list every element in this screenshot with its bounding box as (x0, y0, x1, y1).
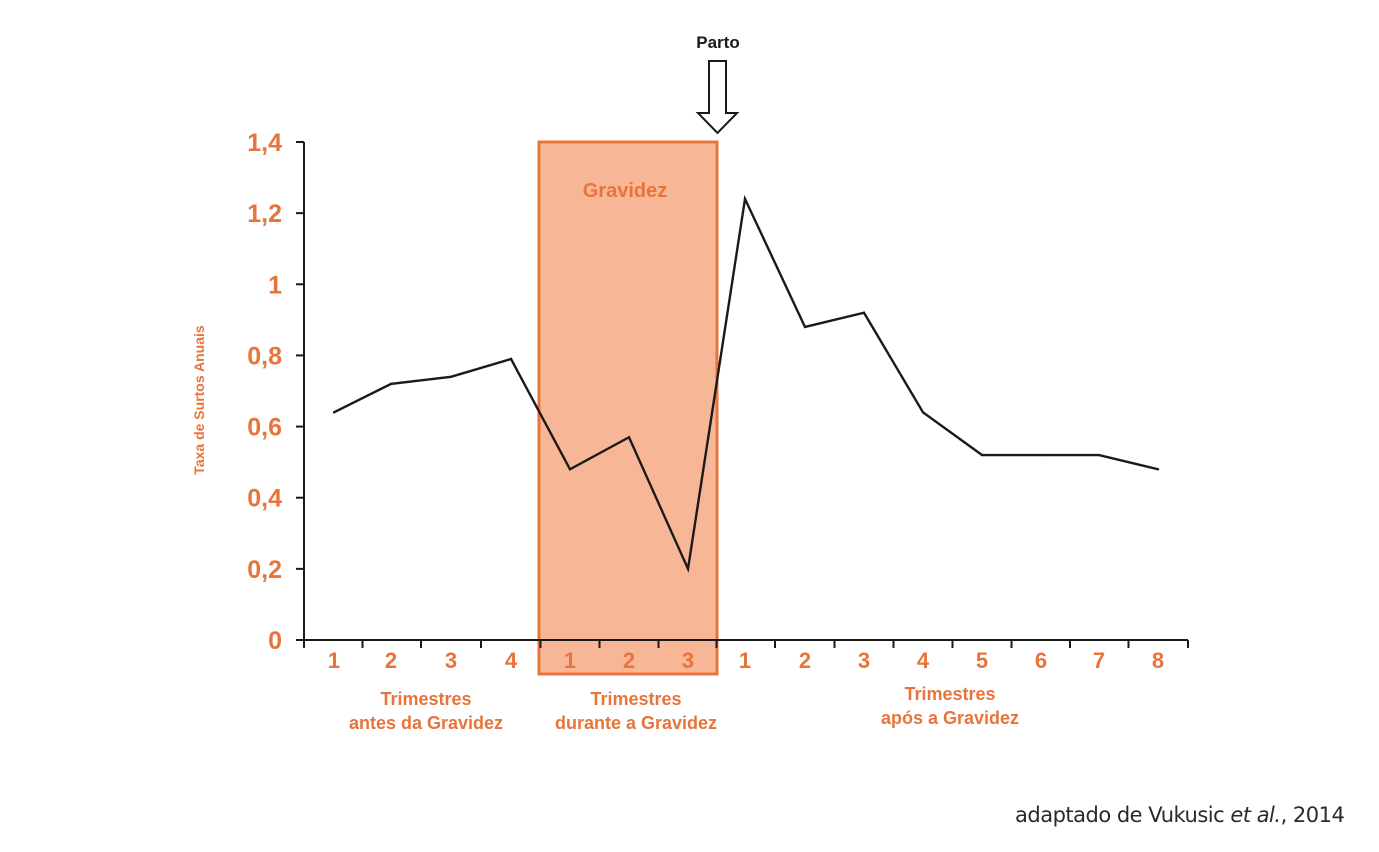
x-tick-label: 4 (505, 648, 518, 673)
series-points (332, 197, 1160, 571)
x-tick-label: 3 (682, 648, 694, 673)
source-etal: et al. (1230, 803, 1281, 827)
x-group-labels: Trimestres antes da Gravidez Trimestres dur… (349, 684, 1019, 733)
y-tick-label: 1,4 (247, 129, 282, 157)
x-tick-label: 1 (739, 648, 751, 673)
y-tick-label: 0 (268, 627, 282, 655)
series-point (686, 567, 690, 571)
series-point (980, 453, 984, 457)
pregnancy-box (537, 140, 719, 676)
series-point (743, 197, 747, 201)
group-label-line2: antes da Gravidez (349, 713, 503, 733)
x-tick-label: 4 (917, 648, 930, 673)
x-axis-ticks: 1 2 3 4 1 2 3 1 2 3 4 5 6 7 8 (303, 640, 1189, 673)
group-label-line2: após a Gravidez (881, 708, 1019, 728)
x-tick-label: 1 (328, 648, 340, 673)
x-tick-label: 2 (385, 648, 397, 673)
delivery-arrow-label: Parto (696, 33, 739, 52)
x-tick-label: 2 (799, 648, 811, 673)
y-tick-label: 0,6 (247, 414, 282, 442)
y-tick-label: 0,4 (247, 485, 282, 513)
group-label-line2: durante a Gravidez (555, 713, 717, 733)
series-point (803, 325, 807, 329)
pregnancy-box-label: Gravidez (583, 180, 667, 202)
y-axis-label: Taxa de Surtos Anuais (191, 325, 207, 475)
series-point (509, 357, 513, 361)
group-label-line1: Trimestres (380, 689, 471, 709)
group-label-line1: Trimestres (590, 689, 681, 709)
y-tick-label: 0,8 (247, 342, 282, 370)
x-tick-label: 6 (1035, 648, 1047, 673)
source-suffix: , 2014 (1280, 803, 1345, 827)
x-tick-label: 3 (858, 648, 870, 673)
source-prefix: adaptado de Vukusic (1015, 803, 1231, 827)
series-point (389, 382, 393, 386)
series-point (1039, 453, 1043, 457)
series-point (921, 411, 925, 414)
series-point (568, 468, 572, 471)
series-point (1097, 453, 1101, 457)
x-tick-label: 5 (976, 648, 988, 673)
series-point (449, 375, 453, 378)
y-axis-ticks: 0 0,2 0,4 0,6 0,8 1 1,2 1,4 (247, 129, 304, 655)
relapse-rate-series-line (333, 194, 1159, 574)
x-tick-label: 1 (564, 648, 576, 673)
delivery-arrow (695, 60, 740, 135)
x-tick-label: 7 (1093, 648, 1105, 673)
y-tick-label: 0,2 (247, 556, 282, 584)
series-point (1156, 468, 1160, 471)
source-citation: adaptado de Vukusic et al., 2014 (1015, 803, 1345, 827)
series-point (627, 436, 631, 439)
y-tick-label: 1,2 (247, 200, 282, 228)
x-tick-label: 2 (623, 648, 635, 673)
series-point (332, 411, 336, 414)
x-tick-label: 8 (1152, 648, 1164, 673)
y-tick-label: 1 (268, 271, 282, 299)
x-tick-label: 3 (445, 648, 457, 673)
series-point (862, 311, 866, 314)
group-label-line1: Trimestres (904, 684, 995, 704)
